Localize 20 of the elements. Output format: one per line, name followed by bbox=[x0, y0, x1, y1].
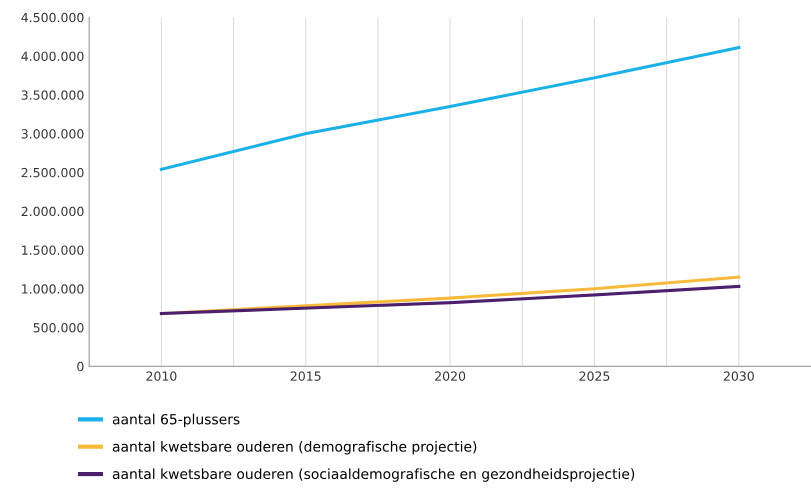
y-tick-label: 4.000.000 bbox=[21, 52, 84, 62]
y-tick-label: 2.000.000 bbox=[22, 206, 84, 216]
x-tick-label: 2015 bbox=[290, 371, 321, 381]
line-series bbox=[160, 46, 740, 171]
legend-label: aantal 65-plussers bbox=[112, 414, 240, 428]
x-tick-label: 2025 bbox=[579, 371, 610, 381]
x-tick-label: 2020 bbox=[435, 371, 466, 381]
y-tick-label: 3.500.000 bbox=[22, 90, 84, 100]
line-series bbox=[160, 284, 740, 316]
y-tick-label: 3.000.000 bbox=[22, 129, 84, 139]
y-tick-label: 0 bbox=[77, 362, 84, 372]
y-tick-label: 4.500.000 bbox=[21, 12, 84, 22]
y-tick-label: 500.000 bbox=[34, 322, 84, 332]
y-tick-label: 1.000.000 bbox=[22, 284, 84, 294]
x-tick-label: 2030 bbox=[724, 371, 754, 381]
x-tick-label: 2010 bbox=[146, 371, 176, 381]
legend-label: aantal kwetsbare ouderen (demografische projectie) bbox=[112, 441, 476, 454]
y-tick-label: 2.500.000 bbox=[22, 168, 84, 178]
y-tick-label: 1.500.000 bbox=[22, 245, 84, 255]
legend-label: aantal kwetsbare ouderen (sociaaldemografische en gezondheidsprojectie) bbox=[112, 468, 634, 482]
